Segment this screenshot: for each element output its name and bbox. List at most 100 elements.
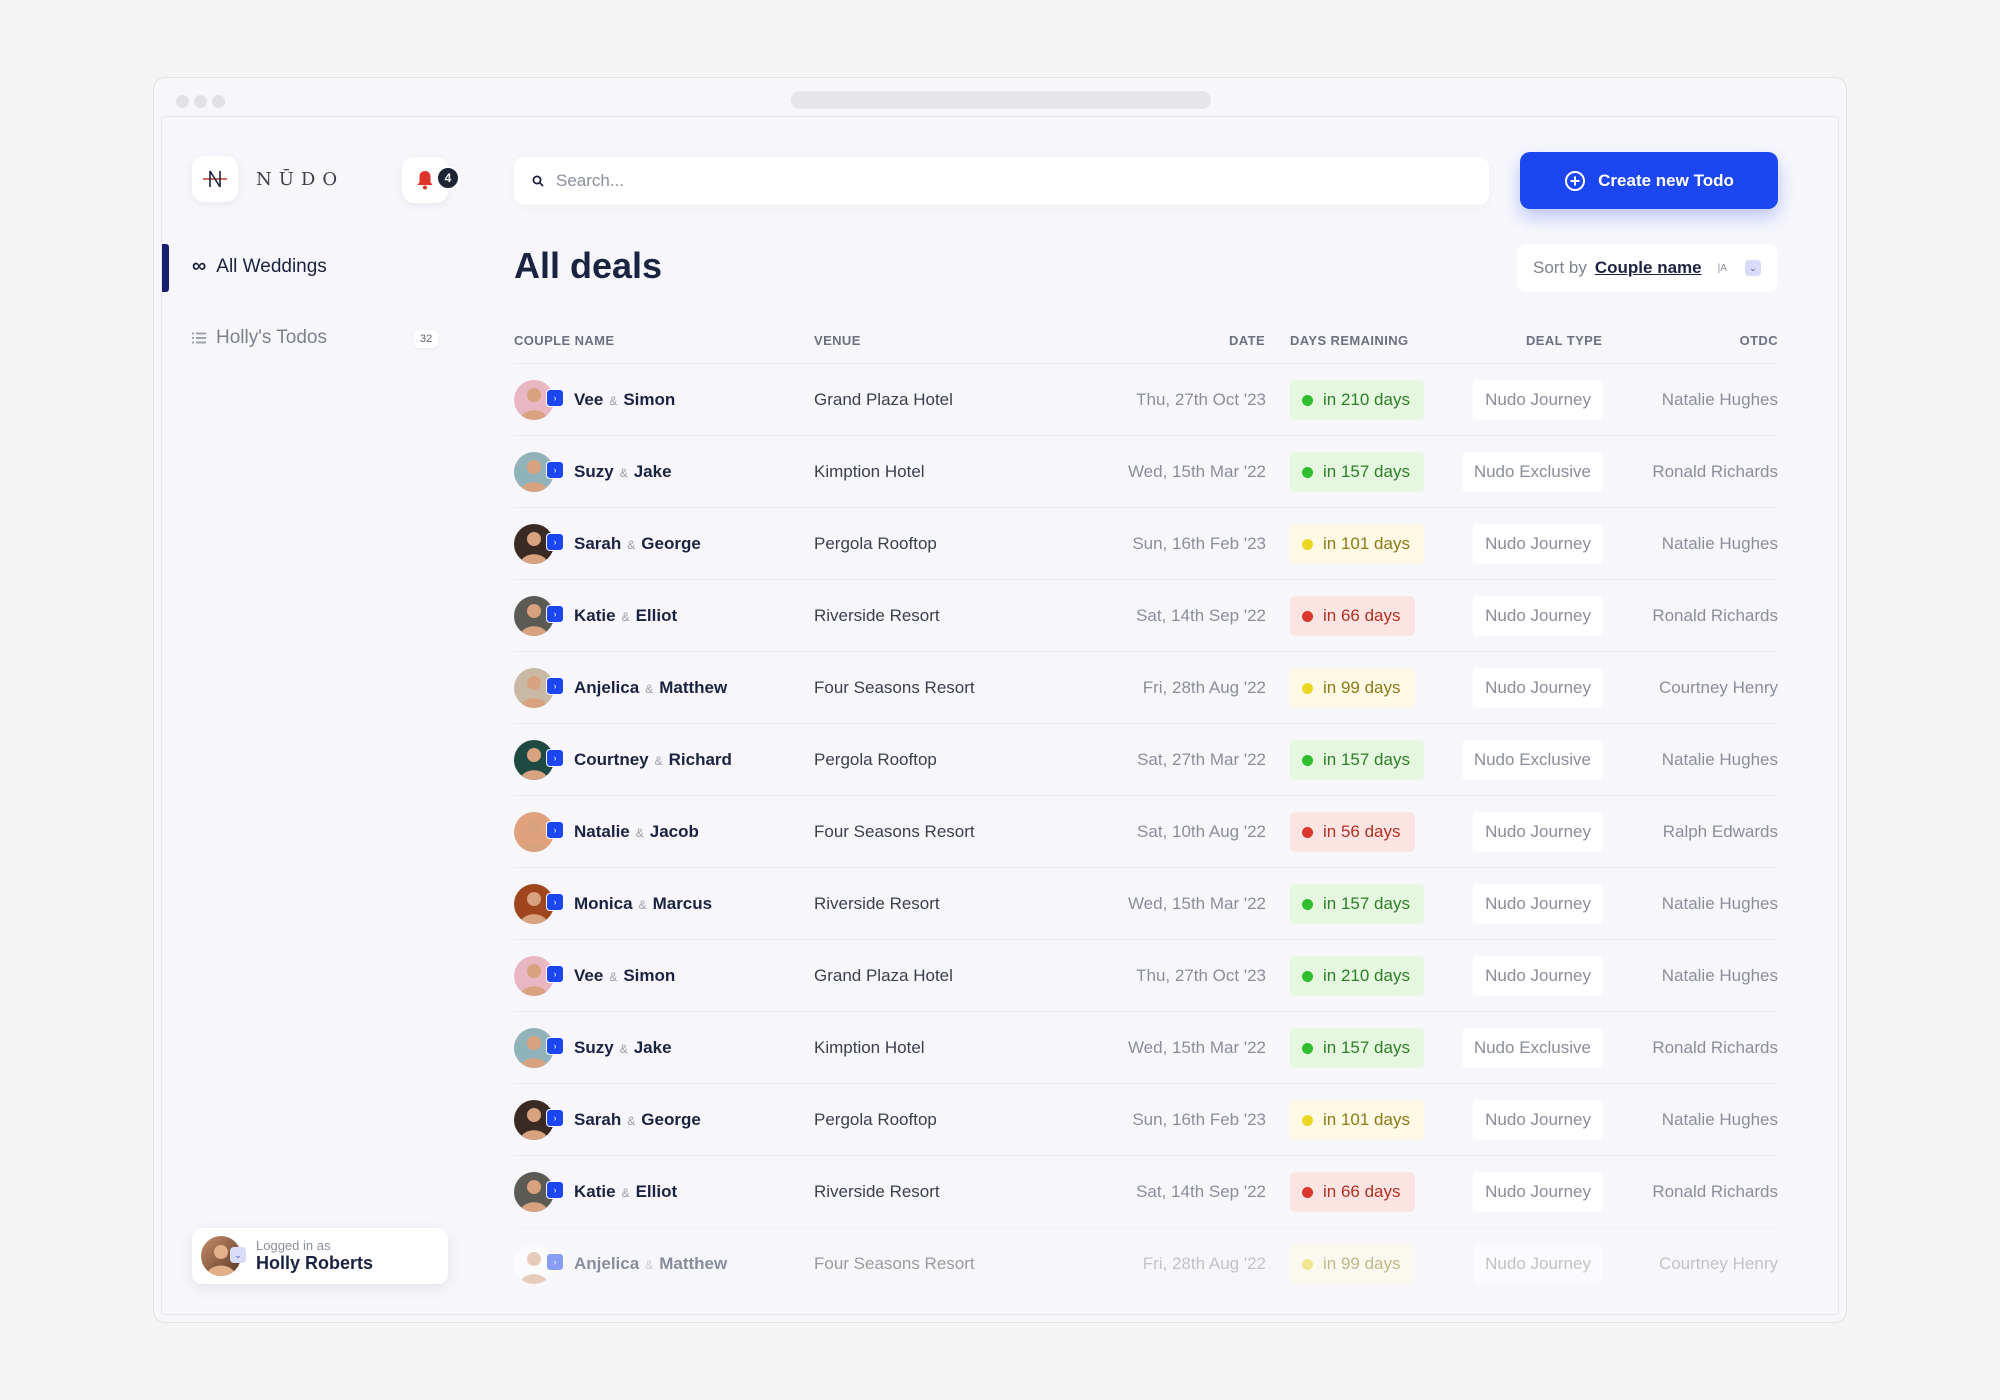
partner-one-name: Katie [574,606,616,625]
column-date[interactable]: DATE [1229,333,1266,348]
ampersand: & [609,394,618,408]
date-cell: Thu, 27th Oct '23 [1136,390,1266,409]
status-dot-icon [1302,682,1313,694]
couple-cell: › Monica & Marcus [514,868,804,940]
chevron-right-icon[interactable]: › [546,533,564,551]
chevron-down-icon[interactable]: ⌄ [1744,260,1761,276]
chevron-right-icon[interactable]: › [546,1181,564,1199]
sort-order-icon[interactable]: |A [1717,262,1727,274]
partner-one-name: Courtney [574,750,649,769]
otdc-cell: Ronald Richards [1652,1038,1778,1057]
window-close-dot[interactable] [176,95,189,108]
deal-type-badge: Nudo Journey [1473,1100,1603,1140]
couple-cell: › Katie & Elliot [514,1156,804,1228]
partner-two-name: Jacob [649,822,699,841]
column-couple-name[interactable]: COUPLE NAME [514,333,615,348]
search-bar[interactable] [514,157,1489,205]
chevron-right-icon[interactable]: › [546,389,564,407]
status-badge: in 99 days [1290,1244,1415,1284]
chevron-right-icon[interactable]: › [546,1037,564,1055]
user-card[interactable]: ⌄ Logged in as Holly Roberts [192,1228,448,1284]
venue-cell: Grand Plaza Hotel [814,390,953,409]
days-remaining-cell: in 56 days [1290,796,1415,868]
chevron-right-icon[interactable]: › [546,821,564,839]
days-remaining-text: in 157 days [1323,462,1410,481]
table-row[interactable]: › Courtney & Richard Pergola Rooftop Sat, … [514,723,1778,795]
table-row[interactable]: › Anjelica & Matthew Four Seasons Resort F… [514,651,1778,723]
address-bar[interactable] [791,91,1211,109]
partner-one-name: Suzy [574,1038,614,1057]
deal-type-cell: Nudo Exclusive [1461,1012,1603,1084]
couple-name: Vee & Simon [574,390,675,410]
deal-type-cell: Nudo Journey [1473,508,1603,580]
deal-type-badge: Nudo Journey [1473,1244,1603,1284]
nav-active-indicator [162,244,169,292]
column-deal-type[interactable]: DEAL TYPE [1526,333,1603,348]
partner-two-name: Elliot [635,606,678,625]
table-row[interactable]: › Suzy & Jake Kimption Hotel Wed, 15th Mar… [514,1011,1778,1083]
deal-type-badge: Nudo Exclusive [1461,740,1603,780]
couple-name: Monica & Marcus [574,894,712,914]
table-row[interactable]: › Vee & Simon Grand Plaza Hotel Thu, 27th … [514,939,1778,1011]
sidebar-item-label: Holly's Todos [216,327,327,348]
table-row[interactable]: › Anjelica & Matthew Four Seasons Resort F… [514,1227,1778,1299]
search-input[interactable] [556,171,1436,191]
otdc-cell: Courtney Henry [1658,678,1778,697]
venue-cell: Pergola Rooftop [814,1110,937,1129]
sidebar-item-hollys-todos[interactable]: Holly's Todos [192,327,327,349]
column-days-remaining[interactable]: DAYS REMAINING [1290,333,1409,348]
todo-count-badge: 32 [414,330,439,348]
table-row[interactable]: › Sarah & George Pergola Rooftop Sun, 16th… [514,507,1778,579]
date-cell: Sat, 27th Mar '22 [1137,750,1266,769]
chevron-right-icon[interactable]: › [546,893,564,911]
date-cell: Wed, 15th Mar '22 [1127,462,1266,481]
status-badge: in 101 days [1290,524,1424,564]
couple-cell: › Suzy & Jake [514,1012,804,1084]
deals-table: COUPLE NAME VENUE DATE DAYS REMAINING DE… [514,327,1778,1299]
sort-value[interactable]: Couple name [1594,258,1702,277]
column-venue[interactable]: VENUE [814,333,861,348]
window-maximize-dot[interactable] [212,95,225,108]
chevron-right-icon[interactable]: › [546,461,564,479]
chevron-right-icon[interactable]: › [546,1109,564,1127]
couple-cell: › Anjelica & Matthew [514,652,804,724]
table-row[interactable]: › Vee & Simon Grand Plaza Hotel Thu, 27th … [514,363,1778,435]
chevron-down-icon[interactable]: ⌄ [230,1247,246,1263]
days-remaining-text: in 99 days [1323,1254,1401,1273]
chevron-right-icon[interactable]: › [546,677,564,695]
partner-two-name: Jake [633,1038,672,1057]
partner-two-name: Matthew [659,1254,728,1273]
ampersand: & [627,1114,636,1128]
venue-cell: Four Seasons Resort [814,1254,975,1273]
table-row[interactable]: › Suzy & Jake Kimption Hotel Wed, 15th Mar… [514,435,1778,507]
chevron-right-icon[interactable]: › [546,605,564,623]
logo-icon[interactable] [192,156,238,202]
column-otdc[interactable]: OTDC [1739,333,1778,348]
days-remaining-cell: in 210 days [1290,364,1424,436]
table-row[interactable]: › Natalie & Jacob Four Seasons Resort Sat,… [514,795,1778,867]
partner-one-name: Sarah [574,1110,622,1129]
sidebar-item-all-weddings[interactable]: ∞ All Weddings [192,255,327,278]
notifications-button[interactable] [402,157,448,203]
partner-one-name: Anjelica [574,678,640,697]
table-row[interactable]: › Sarah & George Pergola Rooftop Sun, 16th… [514,1083,1778,1155]
chevron-right-icon[interactable]: › [546,1253,564,1271]
chevron-right-icon[interactable]: › [546,749,564,767]
partner-one-name: Vee [574,390,604,409]
days-remaining-text: in 157 days [1323,894,1410,913]
partner-two-name: Simon [623,966,676,985]
days-remaining-cell: in 157 days [1290,868,1424,940]
deal-type-badge: Nudo Journey [1473,812,1603,852]
couple-name: Natalie & Jacob [574,822,699,842]
status-badge: in 66 days [1290,596,1415,636]
create-todo-button[interactable]: Create new Todo [1520,152,1778,209]
couple-name: Courtney & Richard [574,750,732,770]
window-minimize-dot[interactable] [194,95,207,108]
status-dot-icon [1302,826,1313,838]
table-row[interactable]: › Monica & Marcus Riverside Resort Wed, 15… [514,867,1778,939]
days-remaining-cell: in 99 days [1290,652,1415,724]
chevron-right-icon[interactable]: › [546,965,564,983]
table-row[interactable]: › Katie & Elliot Riverside Resort Sat, 14t… [514,579,1778,651]
sort-control[interactable]: Sort by Couple name |A ⌄ [1517,244,1778,292]
table-row[interactable]: › Katie & Elliot Riverside Resort Sat, 14t… [514,1155,1778,1227]
